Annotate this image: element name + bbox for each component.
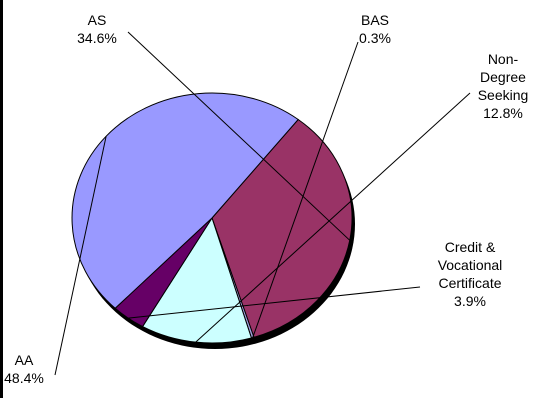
slice-label-aa: AA 48.4% <box>4 352 44 386</box>
slice-name-non-degree-seeking: Non- <box>488 51 519 67</box>
slice-name-non-degree-seeking: Seeking <box>478 87 529 103</box>
leader-line-non-degree-seeking <box>195 92 471 343</box>
slice-name-credit-vocational-certificate: Vocational <box>438 257 503 273</box>
slice-value-bas: 0.3% <box>359 30 391 46</box>
slice-value-non-degree-seeking: 12.8% <box>483 105 523 121</box>
leader-line-as <box>127 31 351 241</box>
pie-slice-non-degree-seeking <box>141 216 253 344</box>
slice-name-bas: BAS <box>361 12 389 28</box>
slice-name-credit-vocational-certificate: Certificate <box>438 275 501 291</box>
slice-label-as: AS 34.6% <box>77 12 117 46</box>
slice-value-credit-vocational-certificate: 3.9% <box>454 293 486 309</box>
slice-name-non-degree-seeking: Degree <box>480 69 526 85</box>
leader-line-aa <box>54 136 107 376</box>
slice-label-non-degree-seeking: Non- Degree Seeking 12.8% <box>478 51 529 121</box>
slice-name-as: AS <box>88 12 107 28</box>
slice-value-as: 34.6% <box>77 30 117 46</box>
slice-name-credit-vocational-certificate: Credit & <box>445 239 496 255</box>
slice-name-aa: AA <box>15 352 34 368</box>
slice-label-bas: BAS 0.3% <box>359 12 391 46</box>
left-edge-bar <box>0 0 3 398</box>
leader-line-credit-vocational-certificate <box>128 286 421 319</box>
slice-label-credit-vocational-certificate: Credit & Vocational Certificate 3.9% <box>438 239 503 309</box>
slice-value-aa: 48.4% <box>4 370 44 386</box>
leader-line-bas <box>252 41 359 338</box>
